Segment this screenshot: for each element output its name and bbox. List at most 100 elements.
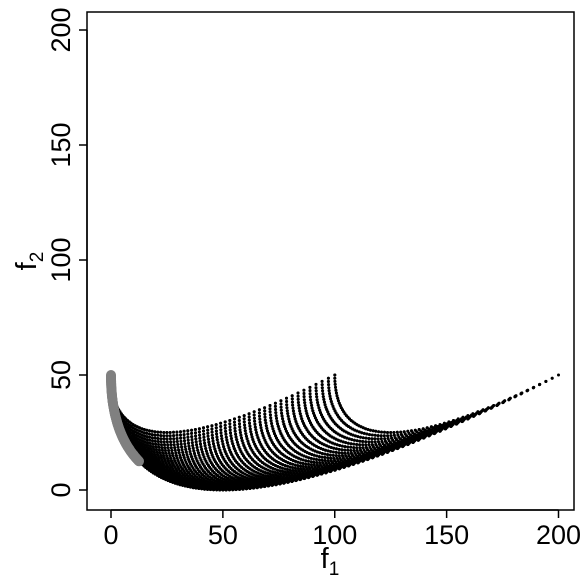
feasible-point <box>183 439 186 443</box>
feasible-point <box>219 425 223 428</box>
feasible-point <box>317 455 321 459</box>
feasible-point <box>306 414 310 418</box>
feasible-point <box>314 392 318 396</box>
feasible-point <box>220 479 224 483</box>
feasible-point <box>198 433 202 437</box>
feasible-point <box>286 461 290 465</box>
feasible-point <box>419 432 423 436</box>
feasible-point <box>305 412 309 415</box>
feasible-point <box>224 435 228 439</box>
feasible-point <box>175 437 179 440</box>
feasible-point <box>278 429 282 433</box>
feasible-point <box>177 451 181 455</box>
feasible-point <box>147 429 151 433</box>
feasible-point <box>202 455 206 459</box>
feasible-point <box>162 456 166 460</box>
feasible-point <box>368 433 371 437</box>
feasible-point <box>382 434 386 438</box>
feasible-point <box>343 448 347 452</box>
feasible-point <box>230 439 234 443</box>
feasible-point <box>396 433 400 437</box>
feasible-point <box>258 420 262 424</box>
feasible-point <box>276 474 280 478</box>
feasible-point <box>156 433 160 437</box>
feasible-point <box>275 416 278 420</box>
feasible-point <box>328 392 331 395</box>
feasible-point <box>233 426 237 430</box>
feasible-point <box>142 428 146 431</box>
feasible-point <box>179 430 182 434</box>
feasible-point <box>338 444 342 447</box>
feasible-point <box>218 448 222 452</box>
feasible-point <box>352 446 356 450</box>
feasible-point <box>345 436 349 440</box>
feasible-point <box>197 453 201 457</box>
feasible-point <box>351 433 355 437</box>
feasible-point <box>353 434 357 438</box>
feasible-point <box>393 436 397 440</box>
feasible-point <box>259 472 263 476</box>
feasible-point <box>190 428 194 432</box>
feasible-point <box>282 422 286 426</box>
feasible-point <box>200 447 204 451</box>
feasible-point <box>309 401 313 405</box>
feasible-point <box>350 438 354 442</box>
feasible-point <box>343 435 346 439</box>
feasible-point <box>169 446 173 450</box>
feasible-point <box>159 430 163 434</box>
feasible-point <box>336 438 340 442</box>
feasible-point <box>322 443 326 447</box>
feasible-point <box>254 474 258 478</box>
feasible-point <box>187 444 191 448</box>
feasible-point <box>223 420 227 424</box>
feasible-point <box>176 443 180 446</box>
feasible-point <box>320 386 324 390</box>
feasible-point <box>283 464 287 467</box>
feasible-point <box>255 433 259 437</box>
feasible-point <box>243 475 247 479</box>
feasible-point <box>355 443 359 446</box>
feasible-point <box>167 451 171 455</box>
feasible-point <box>307 465 311 469</box>
feasible-point <box>313 449 317 453</box>
feasible-point <box>318 408 322 412</box>
feasible-point <box>325 408 329 411</box>
feasible-point <box>320 452 324 455</box>
feasible-point <box>153 433 157 437</box>
feasible-point <box>273 464 277 467</box>
feasible-point <box>172 443 176 447</box>
feasible-point <box>199 442 202 446</box>
feasible-point <box>290 427 294 431</box>
feasible-point <box>194 431 197 435</box>
feasible-point <box>291 462 295 466</box>
feasible-point <box>163 459 167 462</box>
feasible-point <box>209 451 213 455</box>
feasible-point <box>306 459 310 463</box>
feasible-point <box>270 422 274 425</box>
feasible-point <box>289 471 293 475</box>
feasible-point <box>140 427 144 431</box>
feasible-point <box>221 442 225 446</box>
feasible-point <box>326 376 330 380</box>
feasible-point <box>279 402 283 406</box>
feasible-point <box>324 448 327 452</box>
feasible-point <box>344 454 348 458</box>
feasible-point <box>180 445 184 449</box>
feasible-point <box>285 400 289 403</box>
feasible-point <box>162 431 166 434</box>
feasible-point <box>403 432 407 436</box>
feasible-point <box>241 477 245 481</box>
feasible-point <box>191 446 195 450</box>
feasible-point <box>355 449 359 452</box>
feasible-point <box>316 403 320 407</box>
feasible-point <box>321 389 325 393</box>
feasible-point <box>247 474 251 478</box>
feasible-point <box>172 434 176 438</box>
feasible-point <box>324 405 328 409</box>
feasible-point <box>263 418 267 422</box>
feasible-point <box>252 413 256 417</box>
feasible-point <box>148 441 152 445</box>
feasible-point <box>308 395 312 399</box>
feasible-point <box>276 465 280 468</box>
